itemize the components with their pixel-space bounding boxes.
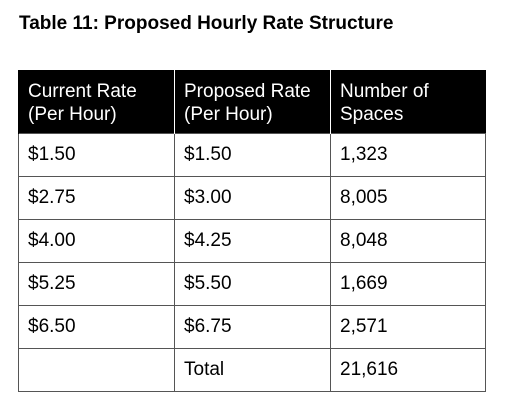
proposed-rate-cell: $6.75: [174, 305, 331, 349]
proposed-rate-cell: $5.50: [174, 262, 331, 306]
header-line: Proposed Rate: [184, 81, 311, 102]
header-row: Current Rate (Per Hour) Proposed Rate (P…: [18, 70, 486, 134]
current-rate-cell: $2.75: [18, 176, 175, 220]
table-row: $1.50 $1.50 1,323: [18, 133, 486, 177]
spaces-cell: 2,571: [330, 305, 486, 349]
total-spaces-cell: 21,616: [330, 348, 486, 392]
header-number-of-spaces: Number of Spaces: [330, 70, 486, 134]
total-label-cell: Total: [174, 348, 331, 392]
current-rate-cell: $5.25: [18, 262, 175, 306]
spaces-cell: 8,048: [330, 219, 486, 263]
table-title: Table 11: Proposed Hourly Rate Structure: [19, 13, 394, 34]
table-row: $6.50 $6.75 2,571: [18, 305, 486, 349]
spaces-cell: 8,005: [330, 176, 486, 220]
table-row: $5.25 $5.50 1,669: [18, 262, 486, 306]
table-body: $1.50 $1.50 1,323 $2.75 $3.00 8,005 $4.0…: [18, 133, 486, 392]
header-line: Spaces: [340, 104, 404, 125]
header-current-rate: Current Rate (Per Hour): [18, 70, 175, 134]
current-rate-cell: $1.50: [18, 133, 175, 177]
spaces-cell: 1,669: [330, 262, 486, 306]
header-line: Current Rate: [28, 81, 137, 102]
header-proposed-rate: Proposed Rate (Per Hour): [174, 70, 331, 134]
spaces-cell: 1,323: [330, 133, 486, 177]
current-rate-cell: $4.00: [18, 219, 175, 263]
rate-table: Current Rate (Per Hour) Proposed Rate (P…: [18, 70, 486, 392]
header-line: Number of: [340, 81, 429, 102]
total-row: Total 21,616: [18, 348, 486, 392]
proposed-rate-cell: $1.50: [174, 133, 331, 177]
empty-cell: [18, 348, 175, 392]
table-header: Current Rate (Per Hour) Proposed Rate (P…: [18, 70, 486, 134]
header-line: (Per Hour): [28, 104, 117, 125]
table-row: $4.00 $4.25 8,048: [18, 219, 486, 263]
header-line: (Per Hour): [184, 104, 273, 125]
current-rate-cell: $6.50: [18, 305, 175, 349]
proposed-rate-cell: $4.25: [174, 219, 331, 263]
proposed-rate-cell: $3.00: [174, 176, 331, 220]
table-row: $2.75 $3.00 8,005: [18, 176, 486, 220]
